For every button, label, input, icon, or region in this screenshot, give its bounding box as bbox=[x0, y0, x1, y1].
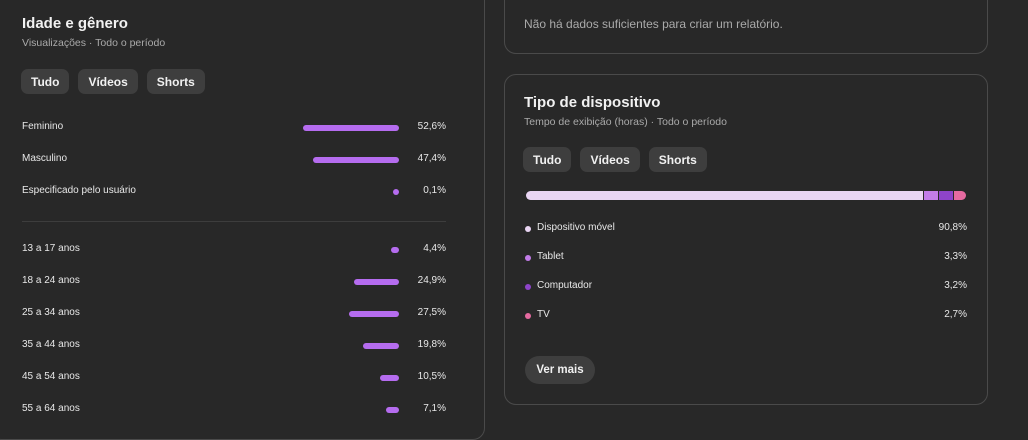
gender-value: 52,6% bbox=[417, 121, 446, 132]
no-data-card: Não há dados suficientes para criar um r… bbox=[504, 0, 988, 54]
device-label: Computador bbox=[537, 280, 593, 291]
device-label: TV bbox=[537, 309, 550, 320]
age-gender-subtitle: Visualizações · Todo o período bbox=[22, 37, 166, 49]
age-bar bbox=[386, 407, 399, 413]
age-bar bbox=[362, 343, 399, 349]
gender-row: Especificado pelo usuário 0,1% bbox=[22, 185, 446, 201]
device-value: 3,2% bbox=[944, 280, 967, 291]
gender-bar bbox=[393, 189, 399, 195]
no-data-message: Não há dados suficientes para criar um r… bbox=[524, 17, 783, 31]
divider bbox=[22, 221, 446, 222]
age-row: 18 a 24 anos 24,9% bbox=[22, 275, 446, 291]
age-bar bbox=[390, 247, 399, 253]
tab-videos[interactable]: Vídeos bbox=[580, 147, 640, 172]
age-bar bbox=[348, 311, 399, 317]
device-row: Computador 3,2% bbox=[525, 280, 967, 294]
age-value: 4,4% bbox=[423, 243, 446, 254]
age-value: 24,9% bbox=[417, 275, 446, 286]
age-label: 45 a 54 anos bbox=[22, 371, 80, 382]
device-segment bbox=[526, 191, 923, 200]
age-value: 10,5% bbox=[417, 371, 446, 382]
age-row: 45 a 54 anos 10,5% bbox=[22, 371, 446, 387]
device-title: Tipo de dispositivo bbox=[524, 94, 661, 111]
device-value: 2,7% bbox=[944, 309, 967, 320]
tab-videos[interactable]: Vídeos bbox=[78, 69, 138, 94]
tab-shorts[interactable]: Shorts bbox=[648, 147, 707, 172]
age-label: 35 a 44 anos bbox=[22, 339, 80, 350]
age-label: 13 a 17 anos bbox=[22, 243, 80, 254]
device-segment bbox=[954, 191, 966, 200]
device-label: Dispositivo móvel bbox=[537, 222, 615, 233]
device-row: Tablet 3,3% bbox=[525, 251, 967, 265]
gender-label: Especificado pelo usuário bbox=[22, 185, 136, 196]
age-value: 27,5% bbox=[417, 307, 446, 318]
device-segment bbox=[923, 191, 939, 200]
device-tabs: Tudo Vídeos Shorts bbox=[523, 147, 707, 172]
gender-value: 0,1% bbox=[423, 185, 446, 196]
age-label: 18 a 24 anos bbox=[22, 275, 80, 286]
age-label: 25 a 34 anos bbox=[22, 307, 80, 318]
gender-label: Masculino bbox=[22, 153, 68, 164]
device-stacked-bar bbox=[526, 191, 966, 200]
age-row: 55 a 64 anos 7,1% bbox=[22, 403, 446, 419]
age-value: 19,8% bbox=[417, 339, 446, 350]
tab-all[interactable]: Tudo bbox=[523, 147, 572, 172]
device-row: TV 2,7% bbox=[525, 309, 967, 323]
legend-dot bbox=[525, 255, 531, 261]
device-value: 90,8% bbox=[938, 222, 967, 233]
age-label: 55 a 64 anos bbox=[22, 403, 80, 414]
device-value: 3,3% bbox=[944, 251, 967, 262]
legend-dot bbox=[525, 284, 531, 290]
tab-all[interactable]: Tudo bbox=[21, 69, 70, 94]
device-segment bbox=[939, 191, 954, 200]
age-gender-tabs: Tudo Vídeos Shorts bbox=[21, 69, 205, 94]
device-type-card bbox=[504, 74, 988, 405]
legend-dot bbox=[525, 313, 531, 319]
gender-bar bbox=[303, 125, 399, 131]
age-row: 25 a 34 anos 27,5% bbox=[22, 307, 446, 323]
age-value: 7,1% bbox=[423, 403, 446, 414]
age-row: 13 a 17 anos 4,4% bbox=[22, 243, 446, 259]
legend-dot bbox=[525, 226, 531, 232]
gender-row: Feminino 52,6% bbox=[22, 121, 446, 137]
gender-bar bbox=[312, 157, 399, 163]
gender-label: Feminino bbox=[22, 121, 64, 132]
age-bar bbox=[379, 375, 399, 381]
age-row: 35 a 44 anos 19,8% bbox=[22, 339, 446, 355]
device-subtitle: Tempo de exibição (horas) · Todo o perío… bbox=[524, 116, 727, 128]
device-label: Tablet bbox=[537, 251, 564, 262]
gender-row: Masculino 47,4% bbox=[22, 153, 446, 169]
age-gender-title: Idade e gênero bbox=[22, 15, 128, 32]
gender-value: 47,4% bbox=[417, 153, 446, 164]
age-bar bbox=[353, 279, 399, 285]
device-row: Dispositivo móvel 90,8% bbox=[525, 222, 967, 236]
tab-shorts[interactable]: Shorts bbox=[146, 69, 205, 94]
see-more-button[interactable]: Ver mais bbox=[525, 356, 595, 384]
